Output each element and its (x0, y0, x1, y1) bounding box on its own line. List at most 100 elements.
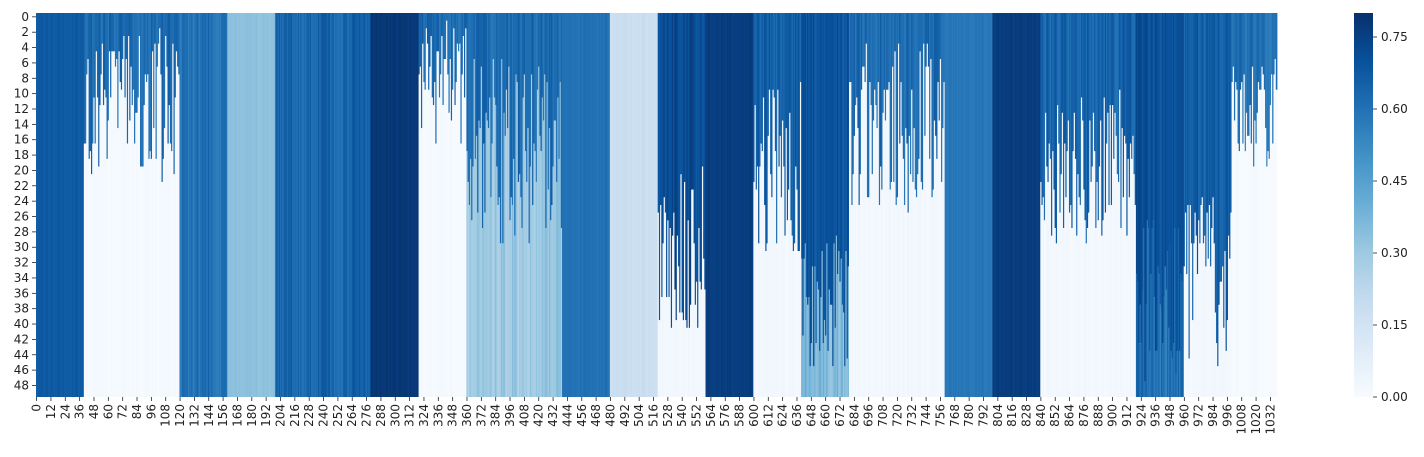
heatmap-cell-column (273, 13, 276, 397)
heatmap-cell-column-high (459, 13, 461, 44)
heatmap-cell-column (400, 13, 403, 397)
heatmap-cell-column-low (1162, 343, 1164, 397)
heatmap-cell-column-high (1239, 13, 1242, 90)
heatmap-cell-column-high (1190, 13, 1193, 244)
heatmap-cell-column (1015, 13, 1017, 397)
heatmap-cell-column-high (704, 13, 706, 290)
heatmap-cell-column-high (913, 13, 916, 129)
heatmap-cell-column-high (819, 13, 821, 351)
heatmap-cell-column-low (1150, 274, 1152, 397)
heatmap-cell-column-low (1110, 205, 1113, 397)
heatmap-cell-column-low (467, 181, 470, 397)
heatmap-cell-column-high (658, 13, 661, 321)
heatmap-cell-column-high (838, 13, 840, 252)
heatmap-cell-column-low (1217, 366, 1219, 397)
heatmap-cell-column-high (1051, 13, 1053, 236)
heatmap-cell-column-low (424, 89, 427, 398)
heatmap-cell-column-low (502, 243, 504, 397)
heatmap-cell-column-high (829, 13, 832, 305)
heatmap-cell-column-low (695, 281, 698, 397)
heatmap-cell-column-high (874, 13, 876, 90)
heatmap-cell-column (1019, 13, 1022, 397)
heatmap-cell-column-low (430, 36, 433, 397)
heatmap-cell-column (337, 13, 339, 397)
y-tick-label: 14 (14, 117, 29, 131)
heatmap-cell-column-low (1161, 312, 1163, 397)
heatmap-cell-column (321, 13, 324, 397)
y-tick-label: 30 (14, 240, 29, 254)
heatmap-cell-column-high (1066, 13, 1069, 152)
heatmap-cell-column-high (165, 13, 167, 37)
heatmap-cell-column (374, 13, 376, 397)
heatmap-cell-column-high (841, 13, 844, 305)
heatmap-cell-column-low (1163, 297, 1166, 397)
heatmap-cell-column-low (1159, 304, 1162, 397)
heatmap-cell-column-low (823, 320, 826, 397)
heatmap-cell-column-high (94, 13, 97, 144)
heatmap-cell-column-high (1257, 13, 1260, 83)
heatmap-cell-column-high (773, 13, 776, 98)
heatmap-cell-column-high (1188, 13, 1191, 359)
y-tick-label: 4 (21, 41, 29, 55)
heatmap-cell-column-low (473, 59, 476, 397)
heatmap-cell-column-high (1169, 13, 1171, 244)
heatmap-cell-column-low (1119, 89, 1121, 398)
heatmap-cell-column (181, 13, 184, 397)
heatmap-cell-column-high (1181, 13, 1183, 282)
heatmap-cell-column-high (492, 13, 495, 60)
heatmap-cell-column-low (1198, 220, 1200, 397)
heatmap-cell-column-high (1095, 13, 1097, 229)
heatmap-cell-column (334, 13, 337, 397)
heatmap-cell-column-high (521, 13, 523, 229)
heatmap-cell-column (186, 13, 189, 397)
heatmap-cell-column (582, 13, 584, 397)
heatmap-cell-column (59, 13, 62, 397)
heatmap-cell-column-low (151, 51, 154, 398)
heatmap-cell-column-low (113, 51, 116, 398)
heatmap-cell-column-high (444, 13, 447, 60)
heatmap-cell-column-low (1214, 312, 1217, 397)
heatmap-cell-column-high (540, 13, 543, 152)
heatmap-cell-column-low (822, 343, 825, 397)
heatmap-cell-column-high (1171, 13, 1174, 359)
heatmap-cell-column-low (428, 89, 430, 398)
heatmap-cell-column (715, 13, 717, 397)
heatmap-cell-column-low (1125, 143, 1127, 397)
heatmap-cell-column (314, 13, 317, 397)
heatmap-cell-column-high (1213, 13, 1216, 244)
heatmap-cell-column-high (1128, 13, 1131, 198)
heatmap-cell-column (307, 13, 309, 397)
heatmap-cell-column-low (1145, 304, 1148, 397)
heatmap-cell-column (306, 13, 308, 397)
heatmap-cell-column-high (1078, 13, 1081, 198)
heatmap-cell-column-low (102, 105, 105, 397)
heatmap-cell-column (238, 13, 240, 397)
heatmap-cell-column-high (177, 13, 179, 67)
heatmap-cell-column (954, 13, 956, 397)
heatmap-cell-column-high (1055, 13, 1058, 244)
heatmap-cell-column-low (1094, 151, 1096, 397)
heatmap-cell-column (403, 13, 405, 397)
heatmap-cell-column-high (1064, 13, 1066, 144)
heatmap-cell-column (562, 13, 564, 397)
heatmap-cell-column-low (691, 189, 693, 397)
heatmap-cell-column (605, 13, 607, 397)
heatmap-cell-column-high (1217, 13, 1219, 367)
heatmap-cell-column-low (101, 43, 104, 397)
heatmap-cell-column-high (105, 13, 107, 98)
heatmap-cell-column (948, 13, 950, 397)
heatmap-cell-column-high (468, 13, 471, 205)
heatmap-cell-column-low (1146, 220, 1149, 397)
heatmap-cell-column-low (135, 112, 137, 397)
x-tick-label: 768 (948, 404, 962, 427)
y-tick-label: 42 (14, 332, 29, 346)
heatmap-cell-column-low (878, 205, 881, 397)
x-tick-label: 696 (862, 404, 876, 427)
heatmap-cell-column (394, 13, 397, 397)
heatmap-cell-column-low (875, 105, 877, 397)
heatmap-cell-column-low (832, 366, 834, 397)
heatmap-cell-column-low (1076, 235, 1078, 397)
heatmap-cell-column-low (1096, 181, 1099, 397)
heatmap-cell-column-low (753, 181, 755, 397)
heatmap-cell-column-high (688, 13, 691, 328)
